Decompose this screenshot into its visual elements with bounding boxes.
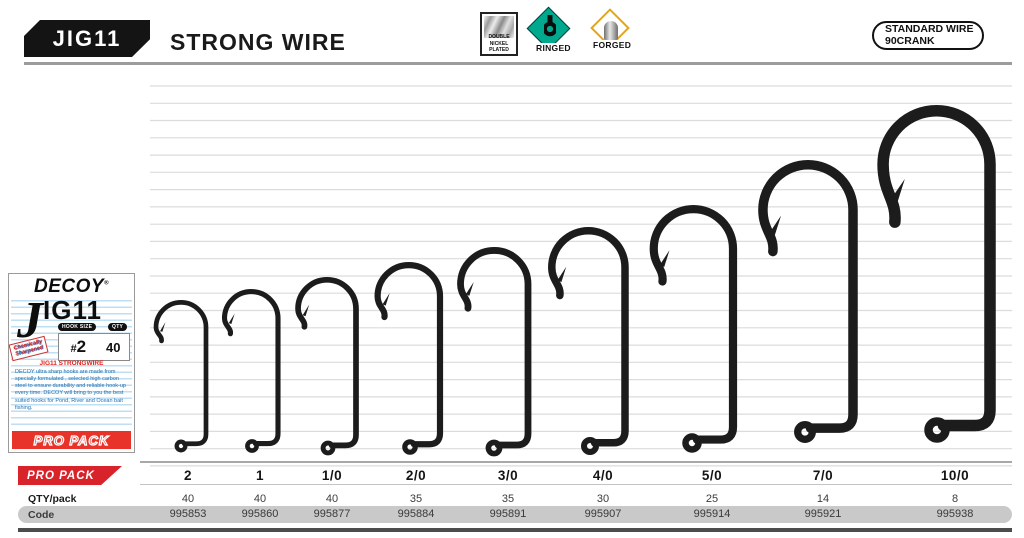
size-label: 1 <box>255 468 264 483</box>
nickel-label-line1: DOUBLE NICKEL <box>488 34 510 47</box>
qty-value: 40 <box>106 339 121 355</box>
code-value: 995921 <box>804 508 842 520</box>
qty-value: 25 <box>705 493 719 505</box>
qty-value: 40 <box>253 493 267 505</box>
qty-value: 35 <box>409 493 423 505</box>
hash-sign: # <box>70 343 77 355</box>
series-title: JIG11 STRONGWIRE <box>39 360 104 367</box>
code-row-band <box>18 506 1012 523</box>
code-value: 995884 <box>397 508 435 520</box>
forged-label: FORGED <box>591 40 634 50</box>
qty-value: 30 <box>596 493 610 505</box>
code-row-label: Code <box>28 509 55 521</box>
package-propack-band: PRO PACK <box>12 431 131 449</box>
standard-wire-badge: STANDARD WIRE 90CRANK <box>872 21 984 50</box>
qty-value: 35 <box>501 493 515 505</box>
size-label: 2 <box>183 468 192 483</box>
code-value: 995891 <box>489 508 527 520</box>
code-value: 995914 <box>693 508 731 520</box>
code-value: 995877 <box>313 508 351 520</box>
qty-row-label: QTY/pack <box>28 493 77 505</box>
qty-value: 14 <box>816 493 830 505</box>
qty-value: 8 <box>951 493 959 505</box>
size-label: 1/0 <box>321 468 343 483</box>
size-row-bottom-border <box>140 484 1012 485</box>
code-value: 995907 <box>584 508 622 520</box>
package-description: DECOY ultra sharp hooks are made from sp… <box>15 369 126 411</box>
size-label: 7/0 <box>812 468 834 483</box>
page-title: STRONG WIRE <box>170 29 346 55</box>
page-bottom-rule <box>18 528 1012 532</box>
nickel-label-line2: PLATED <box>489 46 509 53</box>
qty-value: 40 <box>181 493 195 505</box>
code-value: 995853 <box>169 508 207 520</box>
model-badge: JIG11 <box>24 20 150 57</box>
qty-value: 40 <box>325 493 339 505</box>
hook-size-value: 2 <box>76 337 87 356</box>
qty-pill: QTY <box>108 323 128 331</box>
registered-mark: ® <box>104 280 109 287</box>
model-rest: IG11 <box>43 295 102 325</box>
package-stripes <box>11 300 132 430</box>
size-qty-box: #2 40 <box>58 333 130 361</box>
hook-eye-glyph <box>544 15 556 37</box>
brand-logo: DECOY® <box>34 276 109 297</box>
hook-size-pill: HOOK SIZE <box>58 323 97 331</box>
size-row-top-border <box>140 461 1012 463</box>
wire-badge-line1: STANDARD WIRE <box>885 23 974 36</box>
wire-badge-line2: 90CRANK <box>885 34 935 47</box>
size-label: 2/0 <box>405 468 427 483</box>
double-nickel-plated-icon: DOUBLE NICKEL PLATED <box>480 12 518 56</box>
pro-pack-ribbon: PRO PACK <box>18 466 122 485</box>
header-divider <box>24 62 1012 65</box>
model-badge-label: JIG11 <box>52 25 122 51</box>
size-label: 4/0 <box>592 468 614 483</box>
size-label: 5/0 <box>701 468 723 483</box>
code-value: 995938 <box>936 508 974 520</box>
size-label: 10/0 <box>940 468 970 483</box>
product-package: DECOY® JIG11 HOOK SIZE QTY #2 40 Chemica… <box>8 273 135 453</box>
ringed-label: RINGED <box>534 43 573 53</box>
size-label: 3/0 <box>497 468 519 483</box>
nickel-plate-swatch <box>484 16 514 38</box>
code-value: 995860 <box>241 508 279 520</box>
forged-dome-glyph <box>604 21 618 40</box>
